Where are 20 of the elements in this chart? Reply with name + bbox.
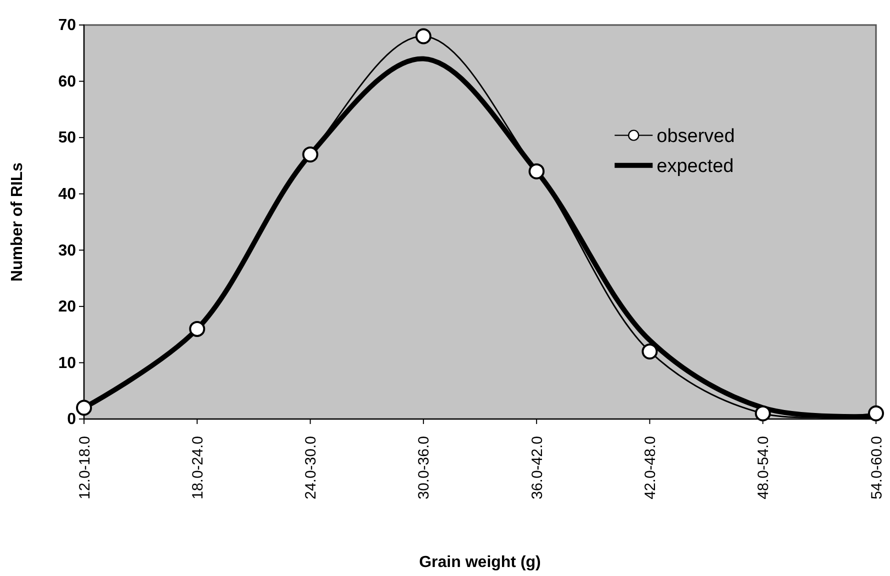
x-axis-title: Grain weight (g) [419, 554, 541, 571]
x-tick-label: 48.0-54.0 [755, 436, 772, 500]
y-tick-label: 20 [58, 298, 76, 316]
x-tick-label: 36.0-42.0 [528, 436, 546, 500]
x-tick-label: 24.0-30.0 [302, 436, 320, 500]
y-axis-title: Number of RILs [9, 162, 26, 282]
y-tick-label: 40 [58, 186, 76, 203]
y-tick-label: 0 [67, 411, 76, 428]
x-tick-label: 42.0-48.0 [642, 436, 659, 500]
x-tick-label: 30.0-36.0 [416, 436, 433, 500]
x-tick-label: 18.0-24.0 [189, 436, 206, 500]
x-tick-label: 12.0-18.0 [76, 436, 94, 500]
y-tick-label: 10 [58, 354, 76, 372]
y-tick-label: 60 [58, 73, 76, 90]
y-tick-label: 30 [58, 242, 76, 260]
legend-label: observed [656, 126, 735, 147]
x-tick-label: 54.0-60.0 [868, 436, 886, 500]
y-tick-label: 50 [58, 130, 76, 147]
y-tick-label: 70 [58, 17, 76, 34]
legend-label: expected [656, 156, 734, 177]
